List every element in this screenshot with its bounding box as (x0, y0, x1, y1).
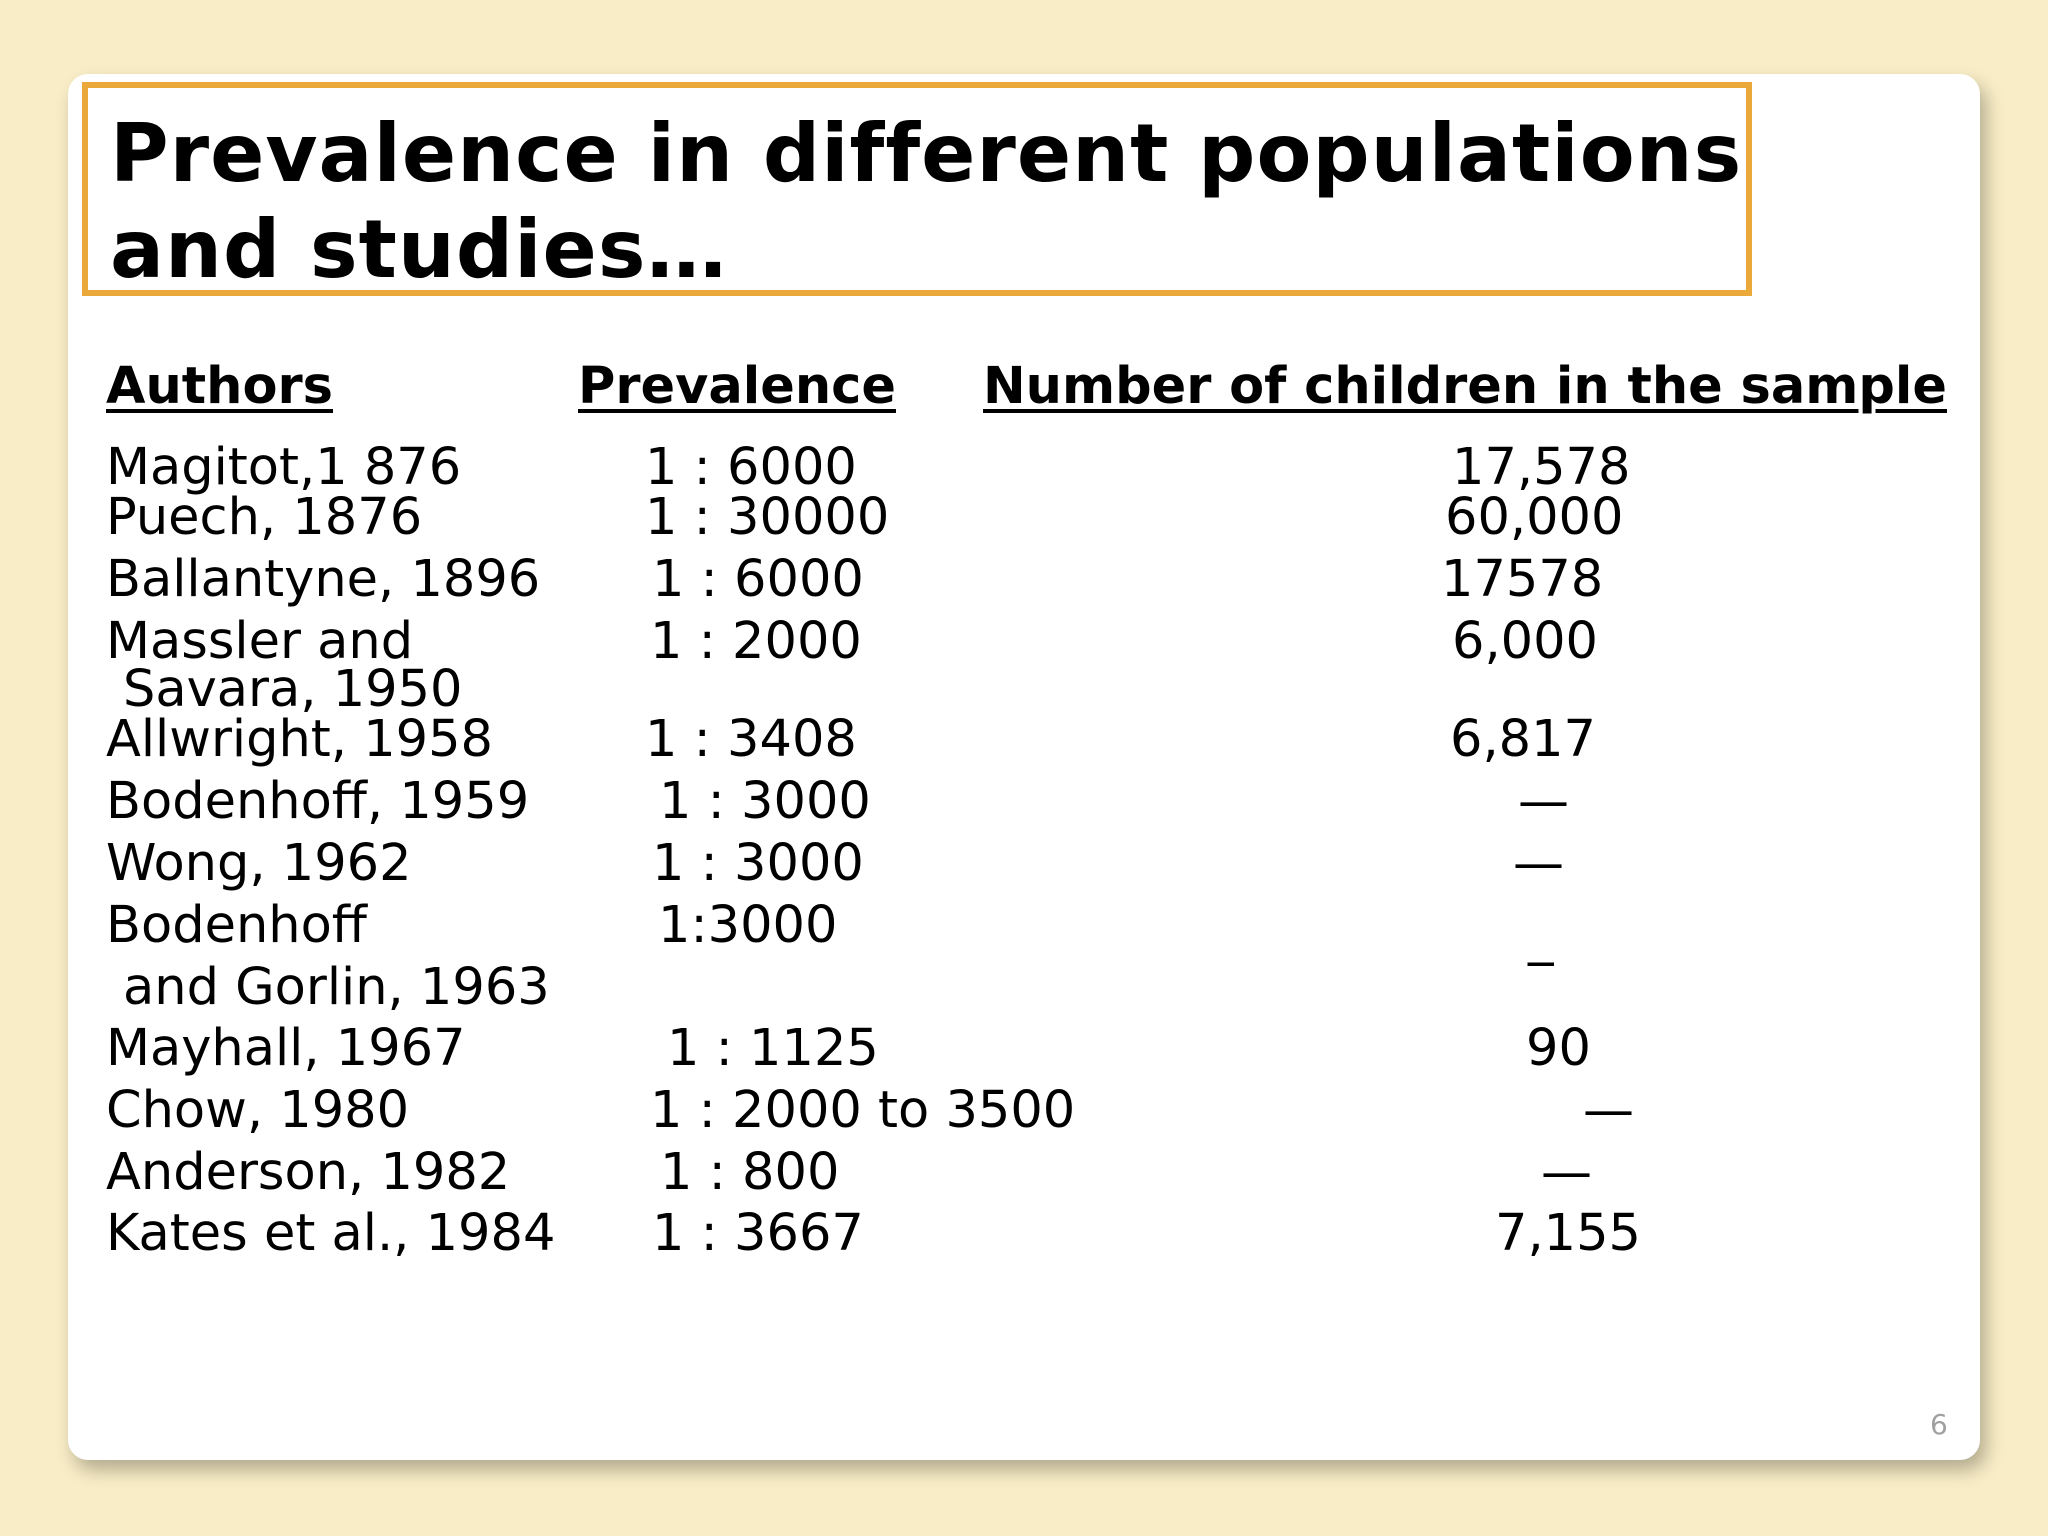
slide (68, 74, 1980, 1460)
sample-cell: 90 (1526, 1019, 1591, 1078)
author-cell: Bodenhoff, 1959 (106, 772, 530, 831)
sample-cell: 6,000 (1452, 612, 1599, 671)
author-cell: Anderson, 1982 (106, 1143, 511, 1202)
slide-title: Prevalence in different populations and … (110, 107, 1743, 296)
header-sample: Number of children in the sample (983, 357, 1947, 416)
sample-cell: 6,817 (1450, 710, 1597, 769)
prevalence-cell: 1:3000 (658, 896, 838, 955)
prevalence-cell: 1 : 6000 (645, 438, 857, 497)
author-cell: Bodenhoff (106, 896, 367, 955)
prevalence-cell: 1 : 2000 to 3500 (650, 1081, 1076, 1140)
author-cell: Mayhall, 1967 (106, 1019, 466, 1078)
prevalence-cell: 1 : 3667 (652, 1204, 864, 1263)
sample-cell: 60,000 (1445, 488, 1624, 547)
sample-cell: — (1513, 834, 1564, 893)
author-cell: Ballantyne, 1896 (106, 550, 541, 609)
sample-cell: 17578 (1441, 550, 1604, 609)
header-prevalence: Prevalence (578, 357, 896, 416)
prevalence-cell: 1 : 3000 (652, 834, 864, 893)
author-cell: Magitot,1 876 (106, 438, 462, 497)
prevalence-cell: 1 : 3408 (645, 710, 857, 769)
sample-cell: 7,155 (1495, 1204, 1642, 1263)
author-cell: Kates et al., 1984 (106, 1204, 556, 1263)
author-cell-continued: and Gorlin, 1963 (123, 958, 550, 1017)
author-cell: Massler and (106, 612, 414, 671)
author-cell: Puech, 1876 (106, 488, 423, 547)
header-authors: Authors (106, 357, 334, 416)
sample-cell: — (1541, 1143, 1592, 1202)
prevalence-cell: 1 : 3000 (659, 772, 871, 831)
title-box: Prevalence in different populations and … (82, 82, 1752, 296)
sample-cell: — (1518, 772, 1569, 831)
sample-cell: _ (1528, 908, 1554, 967)
prevalence-cell: 1 : 1125 (667, 1019, 879, 1078)
author-cell: Allwright, 1958 (106, 710, 493, 769)
author-cell: Wong, 1962 (106, 834, 412, 893)
page-number: 6 (1930, 1408, 1948, 1441)
prevalence-cell: 1 : 30000 (645, 488, 890, 547)
author-cell-continued: Savara, 1950 (123, 660, 463, 719)
sample-cell: 17,578 (1452, 438, 1631, 497)
author-cell: Chow, 1980 (106, 1081, 410, 1140)
prevalence-cell: 1 : 6000 (652, 550, 864, 609)
sample-cell: — (1583, 1081, 1634, 1140)
prevalence-cell: 1 : 800 (660, 1143, 840, 1202)
prevalence-cell: 1 : 2000 (650, 612, 862, 671)
